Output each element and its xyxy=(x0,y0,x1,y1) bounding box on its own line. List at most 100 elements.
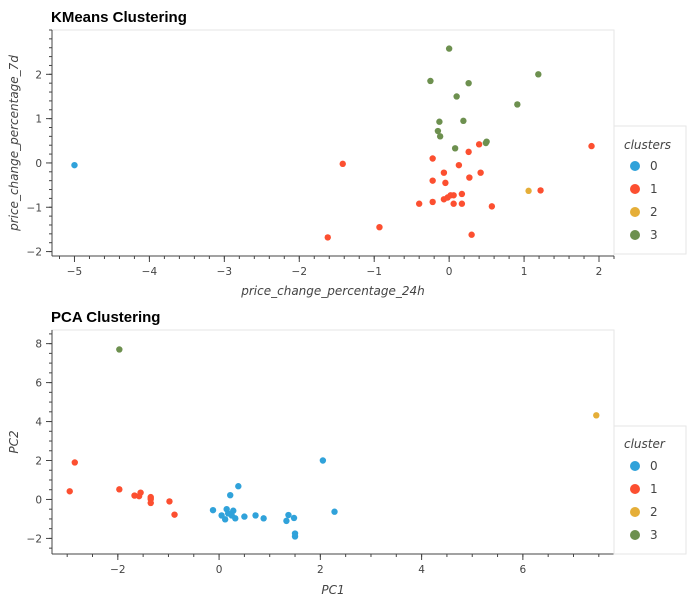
x-tick-label: −5 xyxy=(67,266,82,278)
scatter-point-cluster-1 xyxy=(440,196,448,203)
legend-marker-cluster-2 xyxy=(630,207,640,217)
scatter-point-cluster-1 xyxy=(458,190,466,198)
legend-label-cluster-2: 2 xyxy=(650,205,658,219)
x-tick-label: −2 xyxy=(110,564,125,576)
scatter-point-cluster-1 xyxy=(429,155,436,162)
chart2-ylabel: PC2 xyxy=(7,430,21,453)
scatter-point-cluster-0 xyxy=(252,512,259,519)
chart2-points xyxy=(66,346,600,540)
scatter-point-cluster-0 xyxy=(218,512,225,519)
chart2-frame xyxy=(51,329,615,555)
chart1-frame xyxy=(51,29,615,257)
y-tick-label: 0 xyxy=(35,158,42,170)
scatter-point-cluster-0 xyxy=(241,513,248,520)
legend-marker-cluster-3 xyxy=(630,230,640,240)
scatter-point-cluster-1 xyxy=(415,200,423,207)
scatter-point-cluster-3 xyxy=(436,133,444,140)
scatter-point-cluster-1 xyxy=(458,200,466,207)
scatter-point-cluster-3 xyxy=(427,77,434,85)
scatter-point-cluster-0 xyxy=(319,457,327,464)
legend-marker-cluster-0 xyxy=(630,461,640,471)
chart1-points xyxy=(71,45,595,241)
scatter-point-cluster-1 xyxy=(376,223,383,231)
scatter-point-cluster-1 xyxy=(324,234,331,241)
scatter-point-cluster-0 xyxy=(285,511,292,519)
x-tick-label: 0 xyxy=(216,564,223,576)
y-tick-label: −2 xyxy=(27,247,42,259)
scatter-point-cluster-3 xyxy=(453,93,460,100)
chart2-legend-box xyxy=(613,425,687,555)
scatter-point-cluster-1 xyxy=(440,169,448,176)
scatter-point-cluster-3 xyxy=(434,127,442,135)
scatter-point-cluster-0 xyxy=(260,515,267,522)
scatter-point-cluster-3 xyxy=(465,79,472,87)
legend-marker-cluster-0 xyxy=(630,161,640,171)
scatter-point-cluster-3 xyxy=(436,118,443,125)
x-tick-label: −3 xyxy=(217,266,232,278)
chart1-title: KMeans Clustering xyxy=(51,9,187,26)
scatter-point-cluster-1 xyxy=(455,161,463,169)
scatter-point-cluster-1 xyxy=(137,489,144,496)
legend-label-cluster-3: 3 xyxy=(650,528,658,542)
scatter-point-cluster-3 xyxy=(535,71,542,78)
scatter-point-cluster-1 xyxy=(475,141,483,148)
scatter-point-cluster-3 xyxy=(116,346,123,353)
scatter-point-cluster-1 xyxy=(588,142,595,150)
scatter-point-cluster-0 xyxy=(283,517,290,525)
x-tick-label: 2 xyxy=(317,564,324,576)
chart1-legend-box xyxy=(613,125,687,255)
scatter-point-cluster-1 xyxy=(465,148,472,156)
scatter-point-cluster-1 xyxy=(429,198,436,206)
chart1-ylabel: price_change_percentage_7d xyxy=(7,55,21,232)
scatter-point-cluster-0 xyxy=(71,161,78,169)
y-tick-label: 8 xyxy=(35,339,42,351)
legend-marker-cluster-2 xyxy=(630,507,640,517)
chart1-xlabel: price_change_percentage_24h xyxy=(240,284,424,298)
scatter-point-cluster-3 xyxy=(460,117,467,125)
chart2-title: PCA Clustering xyxy=(51,309,160,326)
scatter-point-cluster-1 xyxy=(450,200,457,207)
chart1-legend: 0 1 2 3 xyxy=(630,159,658,242)
scatter-point-cluster-1 xyxy=(116,486,123,493)
legend-label-cluster-1: 1 xyxy=(650,482,658,496)
scatter-point-cluster-1 xyxy=(71,459,78,466)
x-tick-label: −2 xyxy=(292,266,307,278)
scatter-point-cluster-0 xyxy=(331,508,338,515)
chart1-legend-title: clusters xyxy=(624,138,671,152)
scatter-point-cluster-1 xyxy=(171,511,178,518)
scatter-point-cluster-1 xyxy=(166,498,173,505)
scatter-point-cluster-0 xyxy=(223,506,230,513)
legend-label-cluster-0: 0 xyxy=(650,159,658,173)
scatter-point-cluster-3 xyxy=(514,101,521,108)
scatter-point-cluster-3 xyxy=(445,45,453,52)
scatter-point-cluster-1 xyxy=(442,179,449,187)
x-tick-label: −1 xyxy=(366,266,381,278)
x-tick-label: 1 xyxy=(521,266,528,278)
scatter-point-cluster-0 xyxy=(209,506,217,514)
y-tick-label: 4 xyxy=(35,417,42,429)
x-tick-label: 2 xyxy=(596,266,603,278)
legend-label-cluster-1: 1 xyxy=(650,182,658,196)
scatter-point-cluster-1 xyxy=(488,203,496,210)
scatter-point-cluster-2 xyxy=(525,187,532,195)
y-tick-label: 2 xyxy=(35,456,42,468)
scatter-point-cluster-1 xyxy=(339,160,346,168)
scatter-point-cluster-1 xyxy=(147,499,154,507)
scatter-point-cluster-0 xyxy=(235,483,242,490)
scatter-point-cluster-1 xyxy=(537,187,544,194)
scatter-point-cluster-0 xyxy=(291,533,299,540)
scatter-point-cluster-1 xyxy=(66,488,73,495)
scatter-point-cluster-3 xyxy=(451,145,459,152)
scatter-point-cluster-2 xyxy=(593,412,600,419)
y-tick-label: 0 xyxy=(35,494,42,506)
scatter-point-cluster-1 xyxy=(468,231,475,238)
legend-label-cluster-2: 2 xyxy=(650,505,658,519)
x-tick-label: 0 xyxy=(446,266,453,278)
chart2-axes: −2 0 2 4 6 −2 0 2 4 6 8 xyxy=(27,330,614,576)
scatter-point-cluster-1 xyxy=(477,169,484,176)
scatter-point-cluster-3 xyxy=(482,139,490,147)
x-tick-label: 6 xyxy=(520,564,527,576)
chart2-legend: 0 1 2 3 xyxy=(630,459,658,542)
chart2-legend-title: cluster xyxy=(624,437,666,451)
